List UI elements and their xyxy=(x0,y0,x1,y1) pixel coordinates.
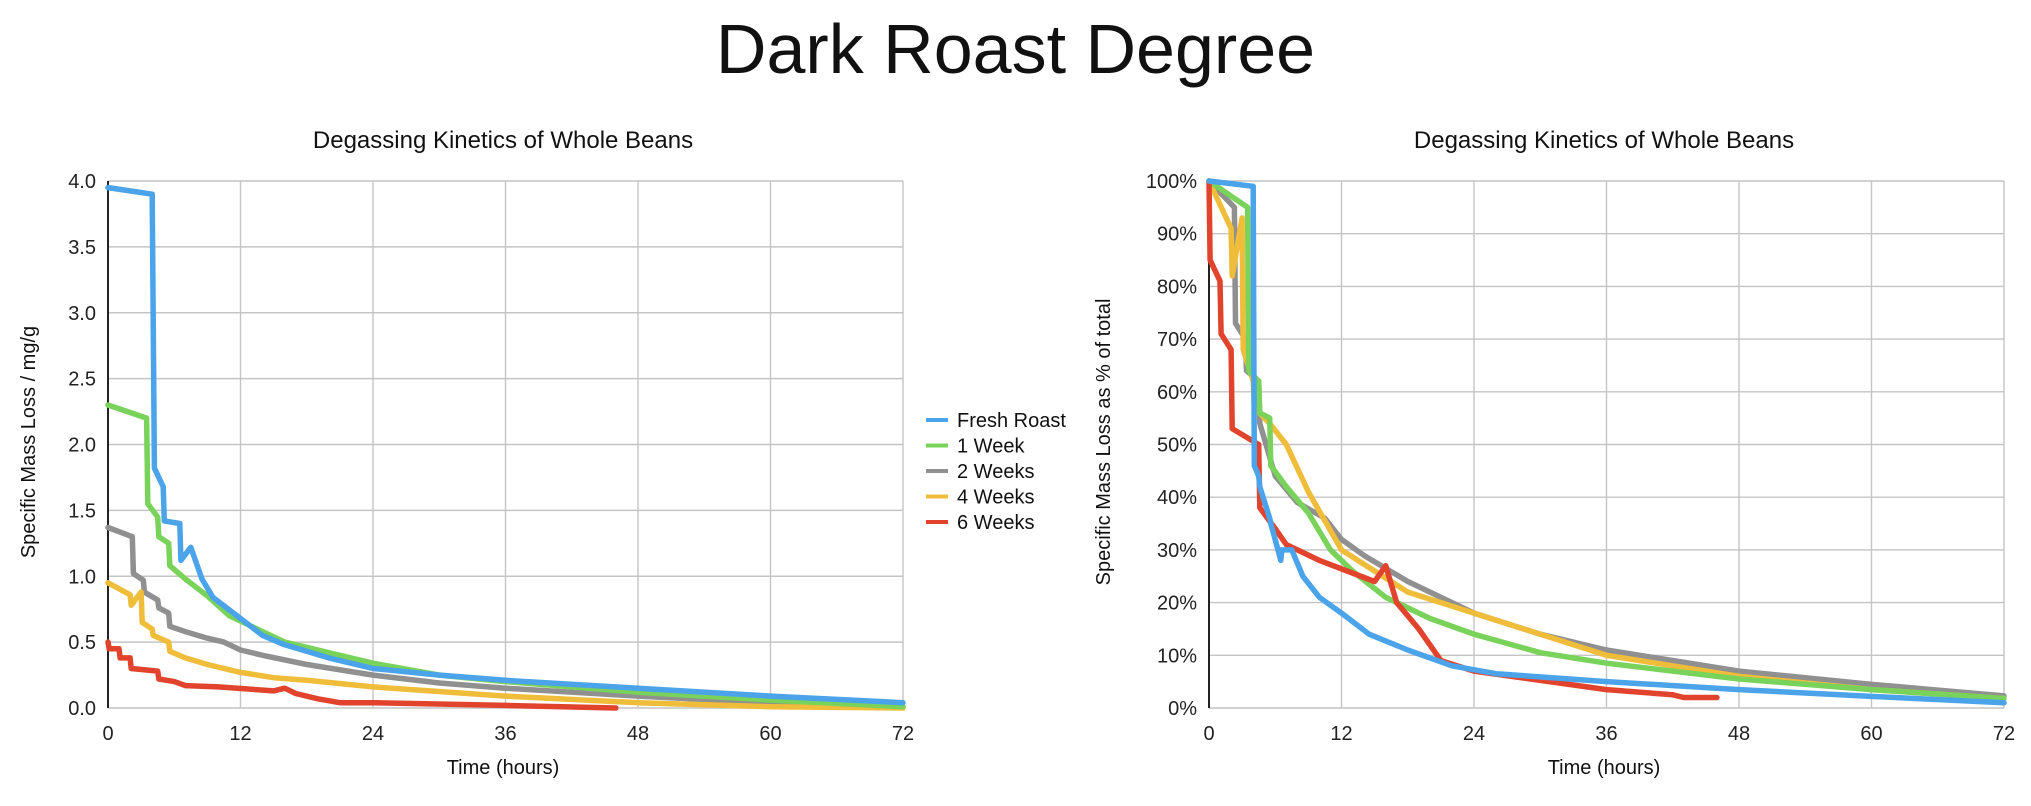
series-line-6-weeks xyxy=(105,639,619,711)
legend-label-1-week: 1 Week xyxy=(957,436,1025,458)
x-axis-title: Time (hours) xyxy=(447,757,560,779)
chart-percent-loss: Degassing Kinetics of Whole Beans Time (… xyxy=(1093,127,2015,779)
x-tick-label: 12 xyxy=(1330,723,1352,745)
x-tick-label: 60 xyxy=(759,723,781,745)
y-tick-label: 90% xyxy=(1157,224,1197,246)
series-line-4-weeks xyxy=(105,580,906,711)
legend-label-fresh-roast: Fresh Roast xyxy=(957,410,1066,432)
y-tick-label: 1.5 xyxy=(68,500,96,522)
legend: Fresh Roast 1 Week 2 Weeks 4 Weeks 6 Weeks xyxy=(926,410,1066,534)
x-tick-label: 72 xyxy=(1993,723,2015,745)
y-tick-label: 30% xyxy=(1157,540,1197,562)
y-tick-label: 100% xyxy=(1146,171,1197,193)
y-tick-label: 0.5 xyxy=(68,632,96,654)
gridlines xyxy=(107,180,904,709)
chart-title: Degassing Kinetics of Whole Beans xyxy=(313,127,693,154)
x-tick-label: 0 xyxy=(102,723,113,745)
x-tick-label: 48 xyxy=(627,723,649,745)
chart-title: Degassing Kinetics of Whole Beans xyxy=(1414,127,1794,154)
y-tick-label: 80% xyxy=(1157,276,1197,298)
x-axis-title: Time (hours) xyxy=(1548,757,1661,779)
y-tick-label: 50% xyxy=(1157,435,1197,457)
x-tick-label: 36 xyxy=(1595,723,1617,745)
x-tick-label: 12 xyxy=(229,723,251,745)
y-tick-label: 60% xyxy=(1157,382,1197,404)
x-tick-label: 48 xyxy=(1728,723,1750,745)
series-line-6-weeks xyxy=(1206,178,1720,701)
x-tick-label: 24 xyxy=(1463,723,1485,745)
y-tick-label: 20% xyxy=(1157,593,1197,615)
series-line-1-week xyxy=(1206,178,2007,702)
y-tick-label: 2.5 xyxy=(68,369,96,391)
chart-mass-loss: Degassing Kinetics of Whole Beans Time (… xyxy=(18,127,914,779)
y-tick-label: 40% xyxy=(1157,487,1197,509)
x-tick-label: 72 xyxy=(892,723,914,745)
y-tick-label: 0% xyxy=(1168,698,1197,720)
x-tick-label: 60 xyxy=(1860,723,1882,745)
series-line-fresh-roast xyxy=(105,184,906,706)
page-title: Dark Roast Degree xyxy=(715,10,1316,88)
y-tick-label: 4.0 xyxy=(68,171,96,193)
legend-label-6-weeks: 6 Weeks xyxy=(957,512,1034,534)
series-line-2-weeks xyxy=(105,524,906,710)
y-tick-label: 2.0 xyxy=(68,435,96,457)
gridlines xyxy=(1208,180,2005,709)
series-line-fresh-roast xyxy=(1206,178,2007,706)
y-tick-label: 70% xyxy=(1157,329,1197,351)
x-tick-label: 36 xyxy=(494,723,516,745)
x-tick-label: 0 xyxy=(1203,723,1214,745)
y-tick-label: 1.0 xyxy=(68,566,96,588)
y-tick-label: 3.0 xyxy=(68,303,96,325)
legend-label-2-weeks: 2 Weeks xyxy=(957,461,1034,483)
y-tick-label: 10% xyxy=(1157,645,1197,667)
series-line-4-weeks xyxy=(1206,178,2007,702)
y-axis-title: Specific Mass Loss as % of total xyxy=(1093,299,1115,586)
y-tick-label: 3.5 xyxy=(68,237,96,259)
legend-label-4-weeks: 4 Weeks xyxy=(957,487,1034,509)
y-axis-title: Specific Mass Loss / mg/g xyxy=(18,326,40,558)
y-tick-label: 0.0 xyxy=(68,698,96,720)
x-tick-label: 24 xyxy=(362,723,384,745)
